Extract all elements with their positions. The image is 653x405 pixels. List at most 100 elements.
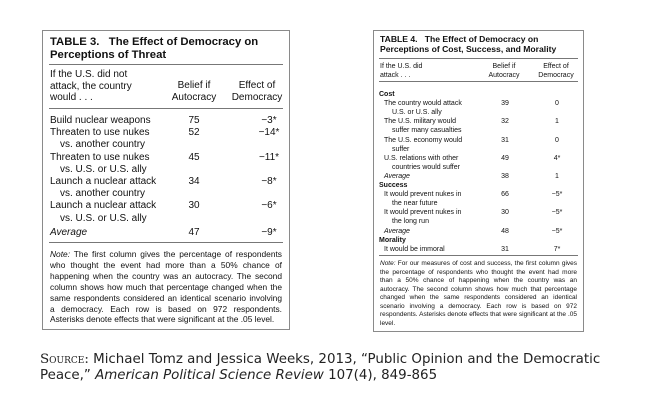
section-heading: Success bbox=[379, 182, 408, 189]
source-text: Peace,” bbox=[40, 368, 96, 383]
belief-value: 32 bbox=[501, 118, 509, 126]
column-header-scenario: If the U.S. did attack . . . bbox=[380, 63, 422, 80]
column-header-scenario: If the U.S. did not attack, the country … bbox=[50, 69, 132, 104]
row-label: vs. another country bbox=[60, 188, 146, 200]
effect-value: −11* bbox=[258, 151, 280, 163]
source-label: Source: bbox=[40, 352, 89, 367]
row-label: Launch a nuclear attack bbox=[50, 200, 157, 212]
header-line: Democracy bbox=[231, 91, 283, 103]
header-line: Democracy bbox=[538, 71, 574, 79]
belief-value: 31 bbox=[501, 245, 509, 253]
table-4: TABLE 4. The Effect of Democracy on Perc… bbox=[373, 30, 584, 332]
belief-value: 49 bbox=[501, 154, 509, 162]
row-line: the long run bbox=[374, 217, 583, 226]
row-label: Build nuclear weapons bbox=[50, 115, 151, 126]
belief-value: 30 bbox=[501, 209, 509, 217]
row-line: vs. U.S. or U.S. ally bbox=[43, 213, 289, 225]
table-3-note: Note: The first column gives the percent… bbox=[50, 249, 282, 325]
belief-value: 38 bbox=[501, 172, 509, 180]
row-label: vs. U.S. or U.S. ally bbox=[60, 212, 147, 224]
header-line: If the U.S. did bbox=[380, 63, 423, 70]
belief-value: 45 bbox=[188, 151, 200, 163]
title-line: Perceptions of Cost, Success, and Morali… bbox=[380, 44, 557, 54]
row-label: It would be immoral bbox=[384, 245, 445, 253]
row-label: U.S. or U.S. ally bbox=[392, 109, 442, 117]
row-line: Average 48 −5* bbox=[374, 227, 583, 236]
row-line: The country would attack 39 0 bbox=[374, 99, 583, 108]
row-line: vs. U.S. or U.S. ally bbox=[43, 164, 289, 176]
row-label: Average bbox=[384, 172, 410, 180]
effect-value: −3* bbox=[261, 115, 277, 126]
row-line: It would be immoral 31 7* bbox=[374, 245, 583, 254]
divider bbox=[49, 108, 283, 109]
row-line: countries would suffer bbox=[374, 163, 583, 172]
row-line: Average 47 −9* bbox=[43, 227, 289, 239]
note-label: Note: bbox=[380, 260, 396, 267]
table-4-title: TABLE 4. The Effect of Democracy on Perc… bbox=[380, 34, 556, 54]
header-line: Effect of bbox=[543, 63, 569, 70]
section-heading: Morality bbox=[379, 236, 406, 244]
effect-value: −8* bbox=[261, 176, 277, 187]
row-label: the long run bbox=[392, 218, 429, 226]
effect-value: −9* bbox=[261, 226, 277, 238]
belief-value: 52 bbox=[188, 127, 200, 139]
row-label: suffer bbox=[392, 145, 410, 153]
belief-value: 39 bbox=[501, 100, 509, 108]
row-label: It would prevent nukes in bbox=[384, 191, 462, 199]
belief-value: 75 bbox=[188, 115, 200, 126]
row-label: U.S. relations with other bbox=[384, 154, 459, 162]
source-text: 107(4), 849-865 bbox=[323, 368, 438, 383]
source-line-1: Source: Michael Tomz and Jessica Weeks, … bbox=[40, 352, 600, 368]
row-line: Threaten to use nukes 52 −14* bbox=[43, 127, 289, 139]
row-line: vs. another country bbox=[43, 188, 289, 200]
row-line: suffer bbox=[374, 145, 583, 154]
belief-value: 66 bbox=[501, 191, 509, 199]
header-line: would . . . bbox=[50, 92, 93, 103]
divider bbox=[379, 81, 578, 82]
column-header-effect: Effect of Democracy bbox=[531, 63, 581, 80]
divider bbox=[49, 242, 283, 243]
effect-value: −14* bbox=[258, 127, 280, 139]
note-label: Note: bbox=[50, 249, 71, 259]
row-label: The U.S. military would bbox=[384, 118, 456, 126]
row-line: vs. another country bbox=[43, 139, 289, 151]
row-label: vs. U.S. or U.S. ally bbox=[60, 163, 147, 175]
column-header-belief: Belief if Autocracy bbox=[161, 80, 227, 103]
journal-name: American Political Science Review bbox=[95, 368, 324, 383]
row-line: The U.S. economy would 31 0 bbox=[374, 136, 583, 145]
source-text: Michael Tomz and Jessica Weeks, 2013, “P… bbox=[88, 352, 601, 367]
divider bbox=[379, 58, 578, 59]
row-label: Launch a nuclear attack bbox=[50, 176, 157, 187]
section-heading: Cost bbox=[379, 91, 395, 98]
belief-value: 48 bbox=[501, 227, 509, 235]
row-label: Threaten to use nukes bbox=[50, 151, 150, 163]
row-line: Threaten to use nukes 45 −11* bbox=[43, 152, 289, 164]
header-line: Autocracy bbox=[488, 71, 520, 79]
title-line: Perceptions of Threat bbox=[50, 48, 167, 61]
divider bbox=[49, 64, 283, 65]
row-line: It would prevent nukes in 66 −5* bbox=[374, 190, 583, 199]
row-label: countries would suffer bbox=[392, 163, 460, 171]
header-line: attack, the country bbox=[50, 80, 132, 92]
row-label: vs. another country bbox=[60, 139, 146, 151]
header-line: Effect of bbox=[238, 80, 276, 91]
effect-value: 0 bbox=[555, 136, 559, 144]
table-3-title: TABLE 3. The Effect of Democracy on Perc… bbox=[50, 36, 258, 61]
effect-value: 4* bbox=[553, 154, 561, 162]
row-line: U.S. or U.S. ally bbox=[374, 108, 583, 117]
note-text: The first column gives the percentage of… bbox=[50, 249, 282, 325]
column-header-belief: Belief if Autocracy bbox=[479, 63, 529, 80]
row-label: the near future bbox=[392, 200, 438, 208]
effect-value: −5* bbox=[551, 227, 563, 235]
row-line: Build nuclear weapons 75 −3* bbox=[43, 115, 289, 127]
effect-value: 1 bbox=[555, 118, 559, 126]
row-line: It would prevent nukes in 30 −5* bbox=[374, 208, 583, 217]
note-text: For our measures of cost and success, th… bbox=[380, 260, 577, 327]
row-line: Launch a nuclear attack 30 −6* bbox=[43, 200, 289, 212]
table-3: TABLE 3. The Effect of Democracy on Perc… bbox=[42, 30, 290, 330]
row-label: The U.S. economy would bbox=[384, 136, 463, 144]
row-line: Success bbox=[374, 181, 583, 190]
effect-value: 7* bbox=[553, 245, 561, 253]
row-line: the near future bbox=[374, 199, 583, 208]
column-header-effect: Effect of Democracy bbox=[227, 80, 287, 103]
